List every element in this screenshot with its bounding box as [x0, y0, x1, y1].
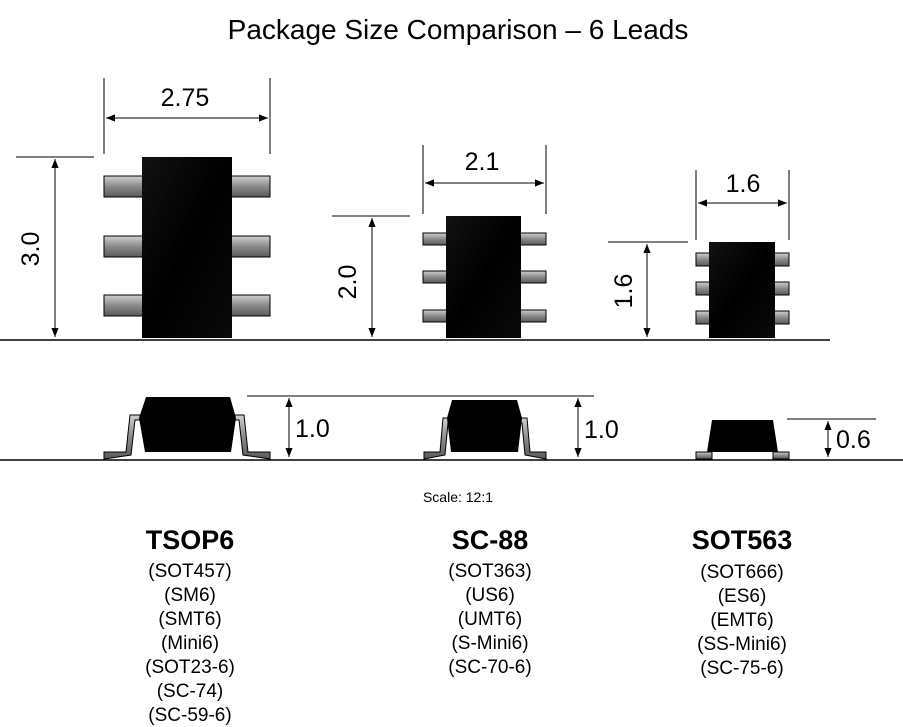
tsop6-lead	[229, 294, 271, 317]
tsop6-lead	[229, 235, 271, 258]
sot563-name: SOT563	[692, 525, 793, 555]
alias-item: (SC-75-6)	[700, 658, 783, 679]
alias-item: (SC-74)	[157, 681, 224, 702]
sc88-lead	[518, 309, 547, 323]
sot563-height-dimension: 0.6	[787, 418, 876, 457]
sc88-height-label: 1.0	[584, 416, 619, 444]
tsop6-side-lead-right	[233, 414, 271, 460]
sc88-side-view	[423, 400, 547, 460]
sc88-side-lead-right	[517, 417, 547, 460]
alias-item: (SOT666)	[700, 562, 783, 583]
sot563-side-lead-left	[695, 451, 713, 460]
sc88-body	[446, 216, 521, 338]
alias-item: (US6)	[465, 585, 515, 606]
tsop6-height-dimension: 1.0	[247, 395, 330, 457]
alias-item: (SOT23-6)	[145, 657, 235, 678]
tsop6-lead	[103, 175, 145, 198]
alias-item: (SC-59-6)	[148, 705, 231, 726]
alias-item: (SOT363)	[448, 561, 531, 582]
diagram-title: Package Size Comparison – 6 Leads	[228, 14, 689, 45]
tsop6-side-view	[103, 397, 271, 460]
tsop6-length-dimension: 3.0	[16, 156, 94, 337]
sc88-alias-list: (SOT363) (US6) (UMT6) (S-Mini6) (SC-70-6…	[448, 561, 531, 678]
tsop6-lead	[229, 175, 271, 198]
tsop6-lead	[103, 294, 145, 317]
sot563-width-label: 1.6	[726, 170, 761, 198]
sot563-width-dimension: 1.6	[695, 170, 790, 240]
tsop6-alias-list: (SOT457) (SM6) (SMT6) (Mini6) (SOT23-6) …	[145, 561, 235, 726]
sot563-body	[709, 242, 775, 338]
tsop6-side-body	[139, 397, 236, 452]
sc88-lead	[422, 309, 449, 323]
scale-label: Scale: 12:1	[423, 489, 493, 505]
sc88-width-label: 2.1	[465, 148, 500, 176]
sc88-lead	[422, 270, 449, 284]
alias-item: (EMT6)	[710, 610, 773, 631]
tsop6-body	[142, 157, 232, 338]
sc88-length-label: 2.0	[334, 265, 362, 300]
tsop6-top-view	[103, 157, 271, 338]
sot563-height-label: 0.6	[836, 426, 871, 454]
sc88-top-view	[422, 216, 547, 338]
sot563-side-view	[695, 420, 790, 460]
alias-item: (SC-70-6)	[448, 657, 531, 678]
sot563-side-body	[707, 420, 778, 452]
sc88-lead	[422, 232, 449, 246]
alias-item: (ES6)	[718, 586, 767, 607]
tsop6-width-dimension: 2.75	[103, 78, 271, 154]
alias-item: (SOT457)	[148, 561, 231, 582]
alias-item: (S-Mini6)	[451, 633, 528, 654]
sc88-name: SC-88	[452, 525, 529, 555]
sc88-height-dimension: 1.0	[300, 395, 619, 457]
tsop6-side-lead-left	[103, 414, 141, 460]
sc88-length-dimension: 2.0	[332, 215, 410, 337]
sot563-top-view	[695, 242, 790, 338]
sc88-width-dimension: 2.1	[422, 145, 547, 214]
sc88-side-body	[447, 400, 522, 452]
tsop6-height-label: 1.0	[295, 415, 330, 443]
alias-item: (SS-Mini6)	[697, 634, 787, 655]
sot563-alias-list: (SOT666) (ES6) (EMT6) (SS-Mini6) (SC-75-…	[697, 562, 787, 679]
alias-item: (Mini6)	[161, 633, 219, 654]
sc88-lead	[518, 270, 547, 284]
alias-item: (SM6)	[164, 585, 216, 606]
sot563-length-label: 1.6	[610, 274, 638, 309]
sot563-length-dimension: 1.6	[608, 241, 688, 337]
sc88-lead	[518, 232, 547, 246]
sot563-side-lead-right	[772, 451, 790, 460]
tsop6-name: TSOP6	[146, 525, 235, 555]
alias-item: (SMT6)	[158, 609, 221, 630]
tsop6-lead	[103, 235, 145, 258]
tsop6-width-label: 2.75	[161, 84, 210, 112]
tsop6-length-label: 3.0	[17, 232, 45, 267]
alias-item: (UMT6)	[458, 609, 522, 630]
